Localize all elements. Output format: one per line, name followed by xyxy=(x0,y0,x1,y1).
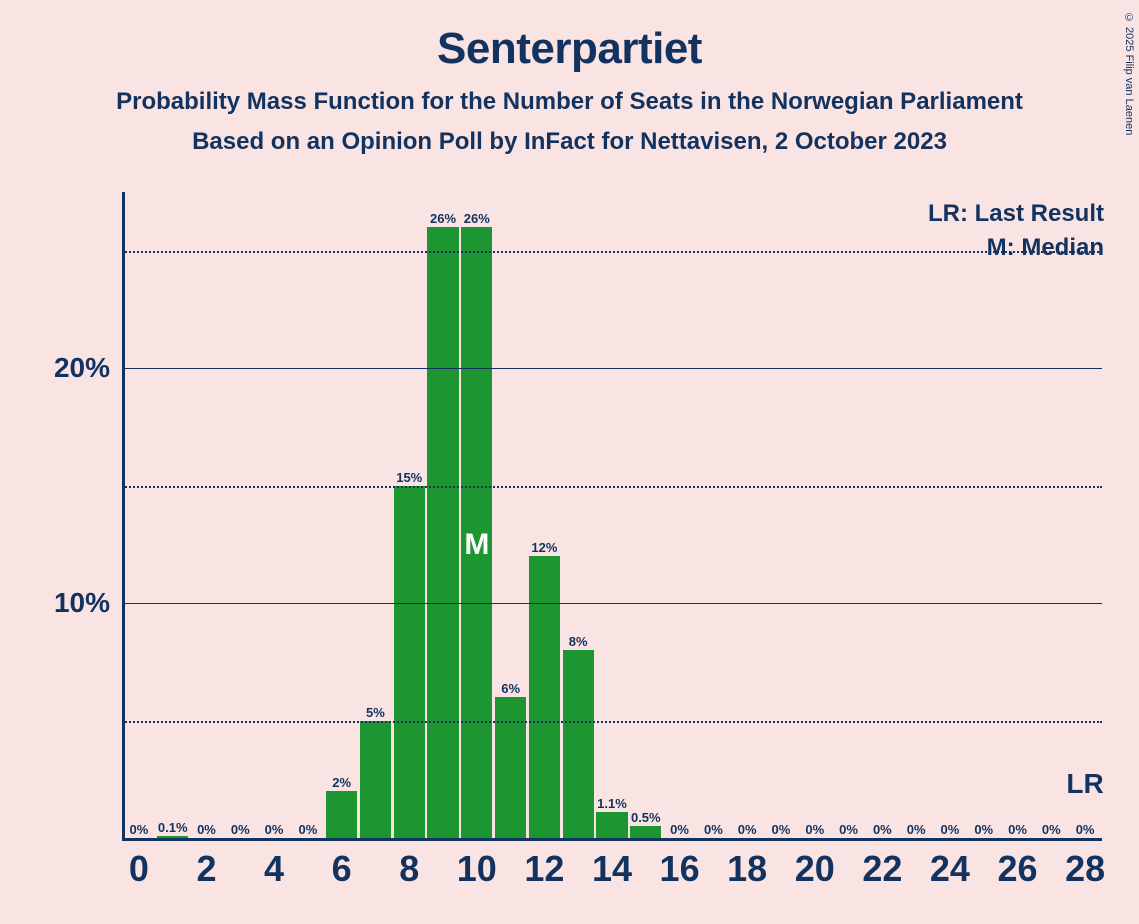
median-marker: M xyxy=(464,528,489,562)
last-result-marker: LR xyxy=(1066,768,1103,800)
bar-value-label: 26% xyxy=(464,211,490,226)
bar xyxy=(495,697,526,838)
grid-major xyxy=(122,368,1102,369)
bar-value-label: 0% xyxy=(974,822,993,837)
grid-minor xyxy=(122,251,1102,253)
y-tick-label: 10% xyxy=(54,587,110,619)
bar-value-label: 12% xyxy=(531,540,557,555)
bar-value-label: 0% xyxy=(670,822,689,837)
chart-title: Senterpartiet xyxy=(0,24,1139,74)
x-tick-label: 10 xyxy=(457,848,497,890)
bar-value-label: 0% xyxy=(1042,822,1061,837)
bar xyxy=(596,812,627,838)
bar-value-label: 0% xyxy=(704,822,723,837)
bar-value-label: 0% xyxy=(839,822,858,837)
bar-value-label: 0% xyxy=(1008,822,1027,837)
bar-value-label: 0% xyxy=(805,822,824,837)
chart-header: Senterpartiet Probability Mass Function … xyxy=(0,0,1139,156)
bar-value-label: 8% xyxy=(569,634,588,649)
bar-value-label: 0.5% xyxy=(631,810,661,825)
x-tick-label: 12 xyxy=(524,848,564,890)
bar xyxy=(529,556,560,838)
legend-last-result: LR: Last Result xyxy=(928,200,1104,228)
legend-median: M: Median xyxy=(987,234,1104,262)
bar-value-label: 0% xyxy=(197,822,216,837)
bar-value-label: 26% xyxy=(430,211,456,226)
bar-value-label: 0% xyxy=(772,822,791,837)
bar-value-label: 0% xyxy=(738,822,757,837)
bar-value-label: 0% xyxy=(907,822,926,837)
x-tick-label: 8 xyxy=(399,848,419,890)
y-tick-label: 20% xyxy=(54,352,110,384)
x-tick-label: 28 xyxy=(1065,848,1105,890)
bar xyxy=(563,650,594,838)
x-tick-label: 4 xyxy=(264,848,284,890)
x-tick-label: 24 xyxy=(930,848,970,890)
bar-value-label: 0.1% xyxy=(158,820,188,835)
x-tick-label: 0 xyxy=(129,848,149,890)
bar xyxy=(360,721,391,838)
x-tick-label: 6 xyxy=(332,848,352,890)
bar-value-label: 15% xyxy=(396,470,422,485)
plot-area: 0% 0.1% 0% 0% 0% 0% 2% 5% 15% 26% 26% 6% 12% 8% 1.1% 0.… xyxy=(122,192,1102,838)
x-tick-label: 2 xyxy=(196,848,216,890)
bar-value-label: 0% xyxy=(129,822,148,837)
bar xyxy=(394,486,425,838)
bar-value-label: 0% xyxy=(873,822,892,837)
grid-minor xyxy=(122,486,1102,488)
bar-value-label: 0% xyxy=(1076,822,1095,837)
x-tick-label: 22 xyxy=(862,848,902,890)
bar-value-label: 0% xyxy=(298,822,317,837)
copyright-text: © 2025 Filip van Laenen xyxy=(1123,12,1135,135)
bar-value-label: 0% xyxy=(265,822,284,837)
x-axis xyxy=(122,838,1102,841)
bar xyxy=(326,791,357,838)
bar-value-label: 2% xyxy=(332,775,351,790)
chart-subtitle-1: Probability Mass Function for the Number… xyxy=(0,88,1139,116)
bar xyxy=(630,826,661,838)
bar-value-label: 0% xyxy=(941,822,960,837)
bar xyxy=(157,836,188,838)
bar-value-label: 6% xyxy=(501,681,520,696)
x-tick-label: 14 xyxy=(592,848,632,890)
bar xyxy=(427,227,458,838)
x-tick-label: 16 xyxy=(660,848,700,890)
chart-subtitle-2: Based on an Opinion Poll by InFact for N… xyxy=(0,128,1139,156)
bar-value-label: 0% xyxy=(231,822,250,837)
grid-major xyxy=(122,603,1102,604)
x-tick-label: 20 xyxy=(795,848,835,890)
x-tick-label: 26 xyxy=(997,848,1037,890)
chart-area: 0% 0.1% 0% 0% 0% 0% 2% 5% 15% 26% 26% 6% 12% 8% 1.1% 0.… xyxy=(50,190,1110,890)
grid-minor xyxy=(122,721,1102,723)
bar-value-label: 5% xyxy=(366,705,385,720)
x-tick-label: 18 xyxy=(727,848,767,890)
bar-value-label: 1.1% xyxy=(597,796,627,811)
